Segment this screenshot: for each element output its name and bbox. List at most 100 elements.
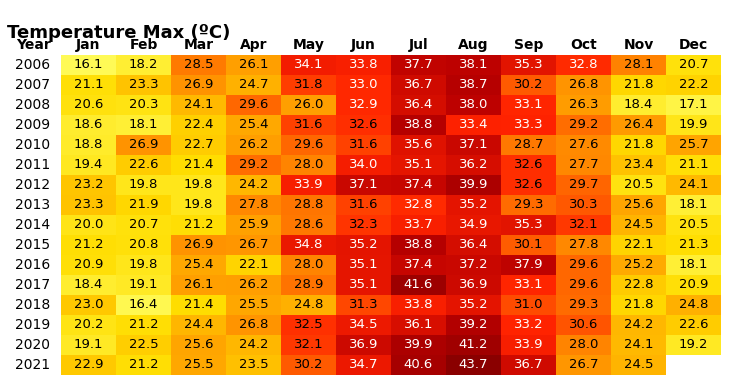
Text: 21.8: 21.8: [624, 78, 653, 92]
FancyBboxPatch shape: [61, 295, 116, 315]
FancyBboxPatch shape: [281, 175, 336, 195]
Text: 36.2: 36.2: [459, 159, 488, 171]
FancyBboxPatch shape: [171, 115, 226, 135]
FancyBboxPatch shape: [666, 335, 721, 355]
FancyBboxPatch shape: [611, 155, 666, 175]
Text: 33.9: 33.9: [294, 178, 323, 192]
Text: 22.2: 22.2: [678, 78, 709, 92]
FancyBboxPatch shape: [556, 235, 611, 255]
FancyBboxPatch shape: [556, 255, 611, 275]
FancyBboxPatch shape: [116, 255, 171, 275]
Text: 21.8: 21.8: [624, 298, 653, 312]
FancyBboxPatch shape: [116, 35, 171, 55]
FancyBboxPatch shape: [336, 195, 391, 215]
FancyBboxPatch shape: [336, 315, 391, 335]
Text: 26.2: 26.2: [239, 138, 268, 152]
Text: 21.4: 21.4: [184, 159, 213, 171]
FancyBboxPatch shape: [171, 155, 226, 175]
FancyBboxPatch shape: [61, 315, 116, 335]
Text: 21.2: 21.2: [129, 318, 158, 332]
Text: 26.9: 26.9: [184, 78, 213, 92]
Text: 33.9: 33.9: [514, 339, 543, 351]
FancyBboxPatch shape: [336, 75, 391, 95]
Text: 19.2: 19.2: [678, 339, 709, 351]
FancyBboxPatch shape: [391, 335, 446, 355]
Text: 21.9: 21.9: [129, 198, 158, 211]
Text: 26.3: 26.3: [569, 99, 598, 111]
Text: 33.0: 33.0: [348, 78, 379, 92]
FancyBboxPatch shape: [281, 155, 336, 175]
Text: 28.5: 28.5: [184, 58, 213, 72]
FancyBboxPatch shape: [171, 295, 226, 315]
Text: 35.1: 35.1: [348, 279, 379, 291]
Text: 17.1: 17.1: [678, 99, 709, 111]
FancyBboxPatch shape: [501, 115, 556, 135]
FancyBboxPatch shape: [611, 315, 666, 335]
Text: 16.4: 16.4: [129, 298, 158, 312]
Text: 23.3: 23.3: [74, 198, 104, 211]
Text: 28.7: 28.7: [514, 138, 543, 152]
FancyBboxPatch shape: [391, 215, 446, 235]
Text: 2021: 2021: [15, 358, 51, 372]
FancyBboxPatch shape: [116, 275, 171, 295]
FancyBboxPatch shape: [446, 355, 501, 375]
Text: 30.2: 30.2: [514, 78, 543, 92]
Text: 19.9: 19.9: [679, 118, 709, 132]
FancyBboxPatch shape: [281, 55, 336, 75]
Text: 36.7: 36.7: [404, 78, 433, 92]
FancyBboxPatch shape: [666, 95, 721, 115]
FancyBboxPatch shape: [171, 95, 226, 115]
FancyBboxPatch shape: [501, 355, 556, 375]
FancyBboxPatch shape: [5, 55, 61, 75]
Text: 24.1: 24.1: [184, 99, 213, 111]
FancyBboxPatch shape: [116, 55, 171, 75]
FancyBboxPatch shape: [611, 255, 666, 275]
Text: 39.2: 39.2: [459, 318, 488, 332]
Text: May: May: [293, 38, 324, 52]
Text: 38.0: 38.0: [459, 99, 488, 111]
Text: 21.8: 21.8: [624, 138, 653, 152]
FancyBboxPatch shape: [281, 75, 336, 95]
FancyBboxPatch shape: [391, 255, 446, 275]
Text: 24.8: 24.8: [294, 298, 323, 312]
FancyBboxPatch shape: [446, 315, 501, 335]
FancyBboxPatch shape: [501, 35, 556, 55]
FancyBboxPatch shape: [226, 75, 281, 95]
Text: 33.8: 33.8: [348, 58, 379, 72]
Text: 20.7: 20.7: [129, 219, 158, 231]
Text: 22.5: 22.5: [129, 339, 158, 351]
Text: 2016: 2016: [15, 258, 51, 272]
Text: 24.7: 24.7: [239, 78, 268, 92]
Text: 29.3: 29.3: [514, 198, 543, 211]
Text: 26.4: 26.4: [624, 118, 653, 132]
Text: 32.3: 32.3: [348, 219, 379, 231]
Text: 38.7: 38.7: [459, 78, 488, 92]
Text: 2009: 2009: [15, 118, 51, 132]
FancyBboxPatch shape: [336, 235, 391, 255]
Text: Oct: Oct: [570, 38, 597, 52]
FancyBboxPatch shape: [391, 315, 446, 335]
Text: 26.1: 26.1: [239, 58, 268, 72]
FancyBboxPatch shape: [666, 55, 721, 75]
Text: 27.7: 27.7: [569, 159, 598, 171]
FancyBboxPatch shape: [611, 95, 666, 115]
FancyBboxPatch shape: [226, 195, 281, 215]
FancyBboxPatch shape: [446, 215, 501, 235]
FancyBboxPatch shape: [116, 115, 171, 135]
FancyBboxPatch shape: [5, 155, 61, 175]
Text: 37.9: 37.9: [514, 258, 543, 272]
Text: 24.1: 24.1: [678, 178, 709, 192]
Text: 24.8: 24.8: [679, 298, 709, 312]
Text: 28.1: 28.1: [624, 58, 653, 72]
FancyBboxPatch shape: [391, 95, 446, 115]
FancyBboxPatch shape: [5, 315, 61, 335]
Text: 33.1: 33.1: [514, 99, 543, 111]
Text: 2006: 2006: [15, 58, 51, 72]
Text: Temperature Max (ºC): Temperature Max (ºC): [7, 24, 230, 42]
FancyBboxPatch shape: [61, 75, 116, 95]
FancyBboxPatch shape: [281, 195, 336, 215]
FancyBboxPatch shape: [446, 175, 501, 195]
FancyBboxPatch shape: [281, 315, 336, 335]
FancyBboxPatch shape: [61, 335, 116, 355]
Text: 26.7: 26.7: [569, 358, 598, 372]
